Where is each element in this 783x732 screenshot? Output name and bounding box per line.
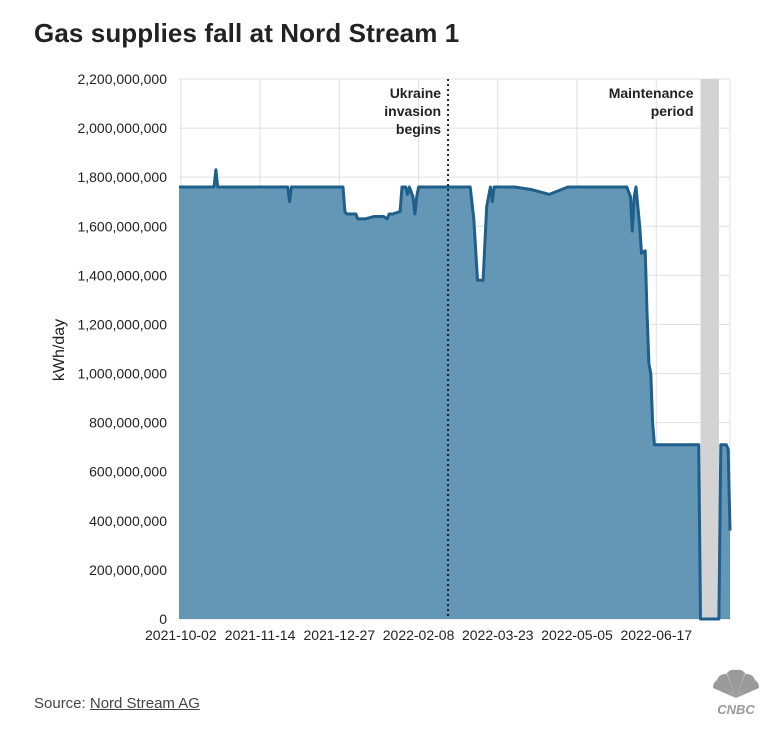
svg-text:CNBC: CNBC bbox=[717, 702, 755, 716]
annotations: Ukraine invasion begins Maintenance period bbox=[384, 79, 694, 619]
chart-title: Gas supplies fall at Nord Stream 1 bbox=[34, 18, 460, 48]
cnbc-peacock-logo: CNBC bbox=[712, 669, 760, 716]
invasion-annotation-text: Ukraine bbox=[390, 85, 442, 101]
y-tick-label: 800,000,000 bbox=[89, 415, 167, 431]
x-tick-label: 2021-11-14 bbox=[225, 627, 296, 643]
source-line: Source: Nord Stream AG bbox=[34, 695, 200, 712]
series-line bbox=[179, 168, 732, 621]
y-tick-label: 2,000,000,000 bbox=[77, 120, 167, 136]
y-axis-ticks: 0 200,000,000 400,000,000 600,000,000 800,00… bbox=[77, 71, 167, 627]
y-axis-label: kWh/day bbox=[51, 319, 68, 381]
y-tick-label: 0 bbox=[159, 611, 167, 627]
y-tick-label: 1,400,000,000 bbox=[77, 267, 167, 283]
x-tick-label: 2022-06-17 bbox=[620, 627, 692, 643]
y-tick-label: 2,200,000,000 bbox=[77, 71, 167, 87]
x-tick-label: 2022-03-23 bbox=[462, 627, 534, 643]
y-tick-label: 1,200,000,000 bbox=[77, 316, 167, 332]
invasion-annotation-text: begins bbox=[396, 121, 441, 137]
x-tick-label: 2022-05-05 bbox=[541, 627, 613, 643]
x-tick-label: 2021-12-27 bbox=[304, 627, 376, 643]
source-link[interactable]: Nord Stream AG bbox=[89, 695, 200, 712]
source-prefix: Source: bbox=[34, 695, 90, 712]
x-axis-ticks: 2021-10-02 2021-11-14 2021-12-27 2022-02-08… bbox=[145, 627, 692, 643]
y-tick-label: 1,600,000,000 bbox=[77, 218, 167, 234]
invasion-annotation-text: invasion bbox=[384, 103, 441, 119]
y-tick-label: 200,000,000 bbox=[89, 562, 167, 578]
y-tick-label: 1,000,000,000 bbox=[77, 366, 167, 382]
y-tick-label: 1,800,000,000 bbox=[77, 169, 167, 185]
maintenance-annotation-text: period bbox=[651, 103, 694, 119]
maintenance-band bbox=[700, 79, 719, 619]
y-tick-label: 600,000,000 bbox=[89, 464, 167, 480]
series-area-fill bbox=[179, 169, 730, 620]
x-tick-label: 2022-02-08 bbox=[383, 627, 455, 643]
x-tick-label: 2021-10-02 bbox=[145, 627, 217, 643]
area-series bbox=[179, 168, 732, 621]
maintenance-annotation-text: Maintenance bbox=[609, 85, 694, 101]
maintenance-period-band bbox=[700, 79, 719, 619]
y-tick-label: 400,000,000 bbox=[89, 513, 167, 529]
